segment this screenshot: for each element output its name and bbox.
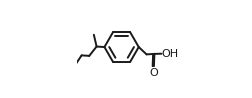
Text: O: O — [149, 68, 158, 78]
Text: OH: OH — [162, 49, 179, 59]
